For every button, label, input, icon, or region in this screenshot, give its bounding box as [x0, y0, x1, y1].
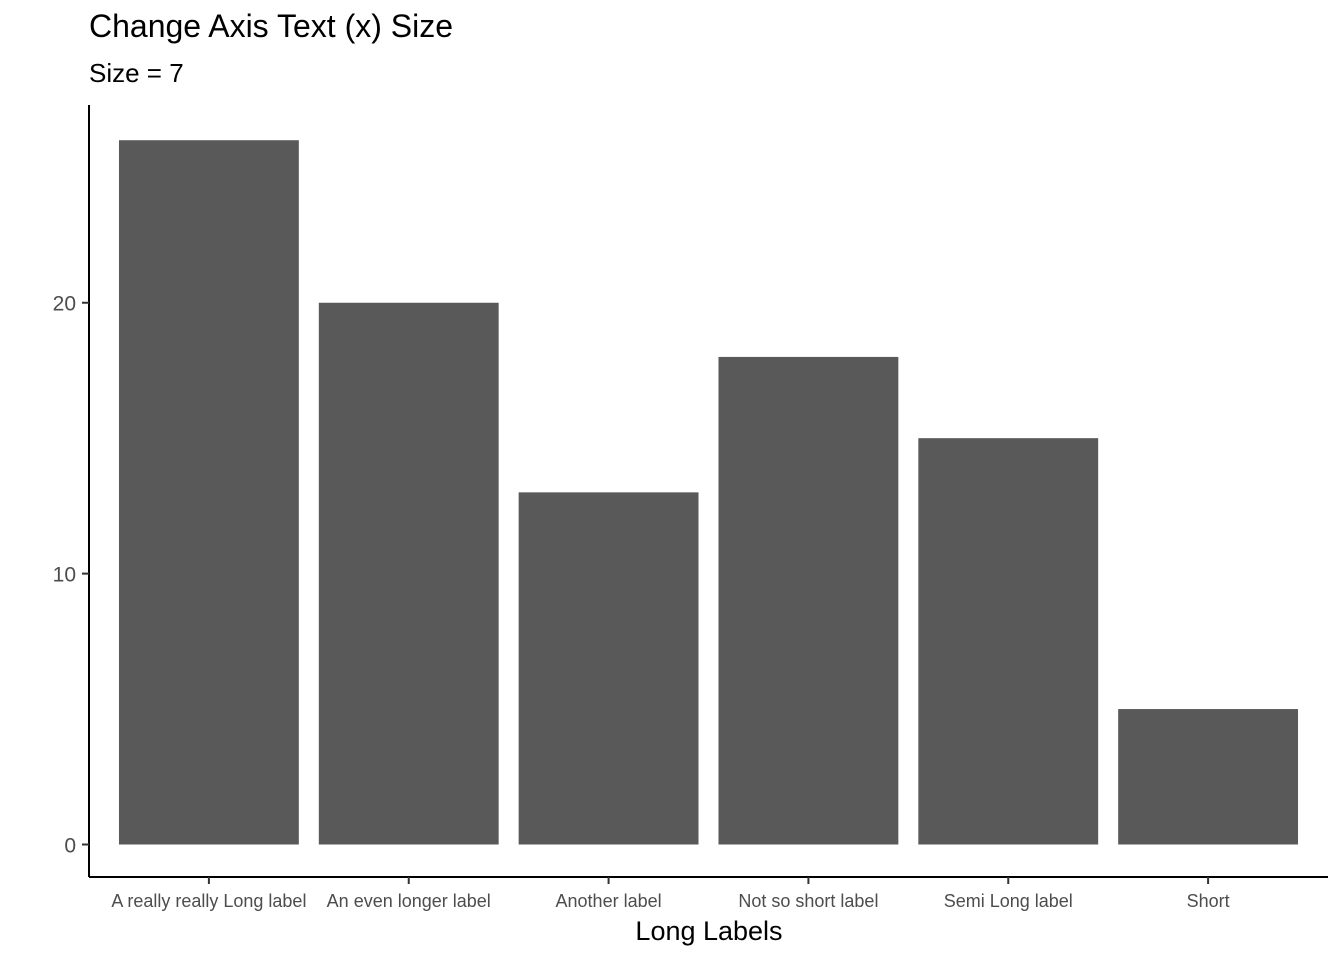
bar-6 [1118, 709, 1299, 845]
x-axis-title: Long Labels [635, 916, 782, 946]
chart-title: Change Axis Text (x) Size [89, 8, 454, 44]
bar-2 [318, 302, 499, 845]
x-tick-label-1: A really really Long label [111, 891, 306, 911]
axes-group: 0 10 20 A really really Long label An even l… [53, 105, 1328, 911]
x-tick-label-3: Another label [556, 891, 662, 911]
y-tick-label-20: 20 [53, 293, 76, 316]
bar-5 [918, 438, 1099, 845]
bar-3 [518, 492, 699, 845]
x-tick-label-6: Short [1187, 891, 1230, 911]
x-tick-label-4: Not so short label [738, 891, 878, 911]
chart-subtitle: Size = 7 [89, 58, 184, 88]
bar-4 [718, 356, 899, 845]
bar-1 [118, 140, 299, 845]
bars-group [118, 140, 1299, 845]
y-tick-label-10: 10 [53, 564, 76, 587]
x-tick-label-2: An even longer label [327, 891, 491, 911]
x-tick-label-5: Semi Long label [944, 891, 1073, 911]
y-tick-label-0: 0 [64, 834, 76, 857]
